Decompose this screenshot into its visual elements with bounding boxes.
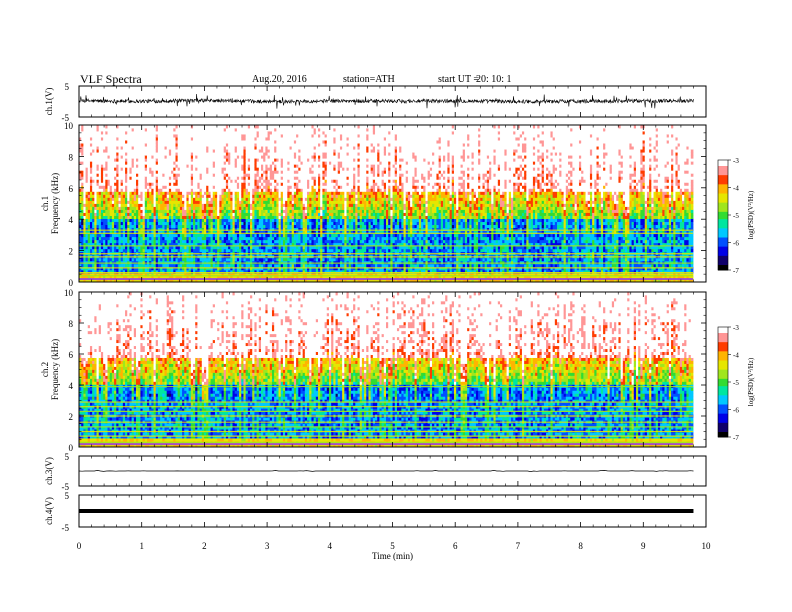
ch1-ytick-5: 5 [65,82,70,92]
ch1-waveform-line [79,94,694,109]
ch1-ylabel: ch.1(V) [44,88,54,116]
spectrogram-ch1 [79,125,693,282]
